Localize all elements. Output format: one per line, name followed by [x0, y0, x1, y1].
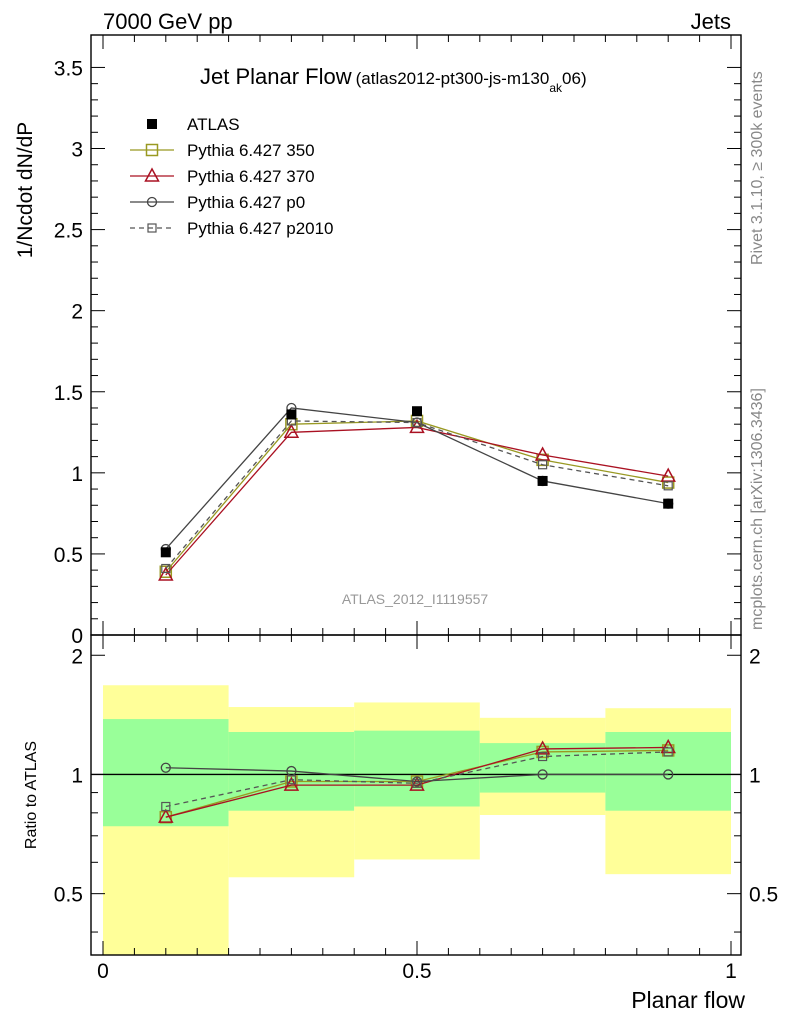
ratio-point: [534, 740, 551, 755]
y-tick-label: 2.5: [54, 220, 83, 243]
data-point: [412, 417, 422, 428]
ratio-tick-label-left: 1: [71, 764, 83, 787]
chart-subtitle-end: 06): [562, 69, 587, 88]
y-tick-label: 3: [71, 139, 83, 162]
ratio-band-inner: [354, 730, 480, 807]
ratio-point: [412, 778, 422, 788]
data-point: [286, 409, 297, 420]
data-point: [161, 563, 171, 574]
rivet-label: Rivet 3.1.10, ≥ 300k events: [749, 71, 766, 265]
mcplots-label: mcplots.cern.ch [arXiv:1306.3436]: [749, 388, 766, 630]
x-axis-label: Planar flow: [631, 987, 745, 1013]
legend-label: Pythia 6.427 370: [187, 167, 315, 186]
x-tick-label: 0: [97, 960, 109, 983]
series-line: [165, 426, 669, 576]
data-point: [534, 446, 551, 461]
ratio-tick-label-right: 2: [749, 645, 761, 668]
data-point: [663, 481, 673, 491]
data-point: [158, 566, 174, 581]
watermark: ATLAS_2012_I1119557: [342, 591, 489, 607]
ratio-tick-label-left: 2: [71, 645, 83, 668]
legend-label: Pythia 6.427 p2010: [187, 219, 334, 238]
series-line: [165, 407, 669, 550]
ratio-line: [165, 746, 669, 818]
ratio-point: [537, 751, 548, 762]
x-tick-label: 1: [725, 960, 737, 983]
series-line: [165, 420, 669, 573]
ratio-point: [537, 769, 548, 780]
ratio-point: [663, 769, 674, 780]
legend-marker: [147, 119, 157, 129]
y-tick-label: 1.5: [54, 382, 83, 405]
plot-area: 0 0.5 1 1.5 2 2.5 3 3.5 0 0.5 1 0.5 0.5 1 1 2 2: [54, 34, 778, 983]
legend-marker: [146, 196, 158, 208]
data-point: [159, 565, 173, 579]
header-left: 7000 GeV pp: [103, 9, 233, 34]
y-tick-label: 1: [71, 463, 83, 486]
header-right: Jets: [691, 9, 731, 34]
y-tick-label: 0.5: [54, 544, 83, 567]
ratio-line: [165, 751, 669, 808]
data-point: [160, 547, 171, 558]
ratio-frame: [90, 634, 742, 956]
data-point: [283, 423, 300, 439]
legend-label: Pythia 6.427 350: [187, 141, 315, 160]
legend-marker: [147, 223, 157, 233]
y-tick-label: 0: [71, 625, 83, 648]
legend-label: ATLAS: [187, 115, 240, 134]
series-line: [165, 420, 669, 569]
ratio-point: [663, 747, 673, 757]
data-point: [660, 467, 676, 482]
legend: ATLAS Pythia 6.427 350 Pythia 6.427 370 Pyt…: [130, 115, 334, 238]
ratio-tick-label-right: 0.5: [749, 884, 778, 907]
legend-marker: [144, 167, 160, 182]
chart-subtitle-sub: ak: [549, 81, 563, 95]
ratio-point: [286, 775, 296, 785]
ratio-point: [160, 762, 171, 773]
data-point: [661, 476, 675, 489]
legend-label: Pythia 6.427 p0: [187, 193, 305, 212]
ratio-point: [158, 808, 174, 823]
ratio-axis-label: Ratio to ATLAS: [23, 741, 40, 849]
chart-title-main: Jet Planar Flow: [200, 64, 352, 89]
ratio-band-inner: [605, 732, 731, 811]
ratio-tick-label-right: 1: [749, 764, 761, 787]
ratio-point: [161, 801, 171, 812]
data-point: [537, 460, 548, 470]
y-axis-label: 1/Ncdot dN/dP: [14, 122, 37, 259]
chart-subtitle: (atlas2012-pt300-js-m130: [356, 69, 550, 88]
legend-marker: [145, 143, 159, 157]
data-point: [663, 498, 674, 509]
x-tick-label: 0.5: [402, 960, 431, 983]
ratio-tick-label-left: 0.5: [54, 884, 83, 907]
chart-title: Jet Planar Flow (atlas2012-pt300-js-m130a…: [200, 64, 587, 95]
y-tick-label: 3.5: [54, 57, 83, 80]
ratio-band-inner: [479, 743, 606, 793]
data-point: [537, 475, 548, 486]
y-tick-label: 2: [71, 301, 83, 324]
data-point: [412, 406, 422, 417]
ratio-line: [165, 767, 669, 783]
